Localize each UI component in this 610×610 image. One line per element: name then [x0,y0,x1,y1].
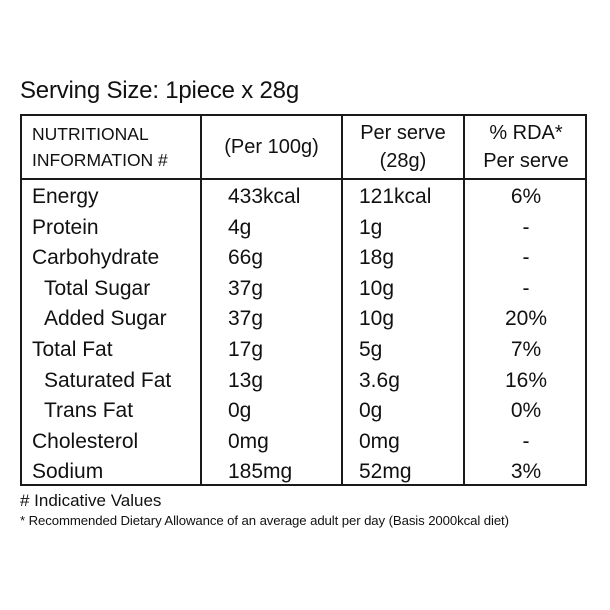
rda-value: 6% [510,185,542,208]
table-row: Added Sugar 37g 10g 20% [22,304,585,335]
nutrient-name: Added Sugar [44,307,167,331]
table-row: Total Sugar 37g 10g - [22,274,585,305]
header-per100-label: (Per 100g) [224,136,319,158]
rda-value: - [522,215,530,239]
per-serve-value: 0mg [359,429,400,453]
nutrition-table: NUTRITIONAL INFORMATION # (Per 100g) Per… [20,114,587,486]
rda-value: - [522,276,530,300]
table-row: Energy 433kcal 121kcal 6% [22,182,585,213]
table-row: Saturated Fat 13g 3.6g 16% [22,366,585,397]
per-100g-value: 17g [228,337,264,361]
footnote-rda: * Recommended Dietary Allowance of an av… [20,513,509,528]
per-100g-value: 4g [228,215,252,239]
per-100g-value: 185mg [228,460,293,484]
per-100g-value: 37g [228,276,264,300]
per-serve-value: 18g [359,246,395,270]
per-serve-value: 0g [359,399,383,423]
header-nutritional-line1: NUTRITIONAL [32,124,149,144]
nutrient-name: Sodium [32,460,104,484]
nutrient-name: Cholesterol [32,429,139,453]
rda-value: 20% [504,307,548,331]
rda-value: - [522,246,530,270]
column-divider [200,116,202,484]
per-100g-value: 37g [228,307,264,331]
header-nutritional-line2: INFORMATION # [32,150,168,170]
rda-value: 3% [510,460,542,484]
nutrient-name: Total Fat [32,337,113,361]
per-100g-value: 433kcal [228,185,301,208]
table-header: NUTRITIONAL INFORMATION # (Per 100g) Per… [22,116,585,180]
footnote-indicative-values: # Indicative Values [20,491,162,510]
per-serve-value: 10g [359,276,395,300]
rda-value: 0% [510,399,542,423]
header-per-serve: Per serve (28g) [343,116,463,178]
table-row: Trans Fat 0g 0g 0% [22,396,585,427]
table-row: Cholesterol 0mg 0mg - [22,427,585,458]
column-divider [463,116,465,484]
table-row: Sodium 185mg 52mg 3% [22,457,585,488]
header-serve-line1: Per serve [360,122,446,144]
per-100g-value: 66g [228,246,264,270]
table-body: Energy 433kcal 121kcal 6% Protein 4g 1g … [22,182,585,488]
rda-value: - [522,429,530,453]
per-serve-value: 121kcal [359,185,432,208]
header-nutritional-information: NUTRITIONAL INFORMATION # [32,116,168,178]
table-row: Protein 4g 1g - [22,213,585,244]
per-serve-value: 1g [359,215,383,239]
nutrient-name: Trans Fat [44,399,134,423]
header-per-100g: (Per 100g) [202,116,341,178]
header-rda-line1: % RDA* [489,122,563,144]
header-serve-line2: (28g) [379,150,427,172]
per-serve-value: 5g [359,337,383,361]
header-rda: % RDA* Per serve [465,116,587,178]
per-serve-value: 3.6g [359,368,400,392]
per-100g-value: 0mg [228,429,269,453]
per-serve-value: 52mg [359,460,412,484]
per-100g-value: 0g [228,399,252,423]
per-100g-value: 13g [228,368,264,392]
header-rda-line2: Per serve [483,150,569,172]
rda-value: 7% [510,337,542,361]
nutrient-name: Energy [32,185,99,208]
nutrient-name: Protein [32,215,99,239]
serving-size-title: Serving Size: 1piece x 28g [20,77,299,104]
rda-value: 16% [504,368,548,392]
nutrient-name: Total Sugar [44,276,151,300]
nutrient-name: Saturated Fat [44,368,172,392]
column-divider [341,116,343,484]
per-serve-value: 10g [359,307,395,331]
table-row: Total Fat 17g 5g 7% [22,335,585,366]
table-row: Carbohydrate 66g 18g - [22,243,585,274]
nutrient-name: Carbohydrate [32,246,160,270]
